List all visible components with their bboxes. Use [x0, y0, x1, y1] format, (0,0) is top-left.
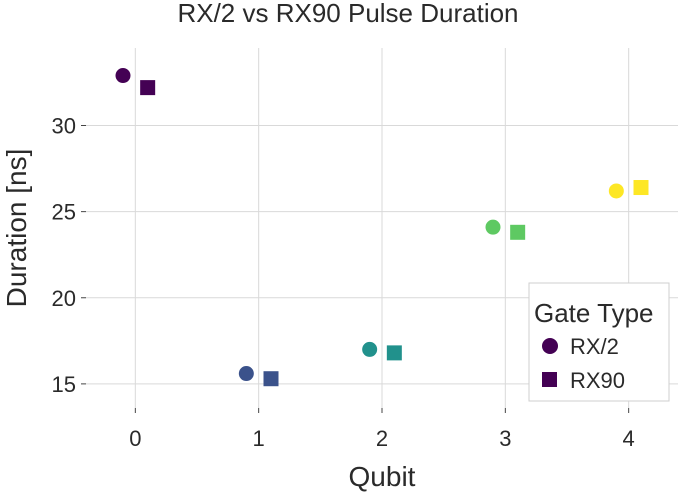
- legend-marker-square: [542, 372, 557, 387]
- rx90-point: [386, 345, 402, 361]
- rx90-point: [633, 180, 649, 196]
- chart-title: RX/2 vs RX90 Pulse Duration: [177, 0, 518, 28]
- rx2-point: [238, 366, 254, 382]
- gridlines: [86, 48, 678, 408]
- y-tick-label: 25: [52, 200, 76, 225]
- rx90-point: [263, 371, 279, 387]
- legend-marker-circle: [542, 338, 558, 354]
- legend-label-rx2: RX/2: [570, 334, 619, 359]
- x-tick-label: 2: [376, 426, 388, 451]
- rx90-point: [140, 80, 156, 96]
- rx2-point: [362, 341, 378, 357]
- x-axis-title: Qubit: [349, 461, 416, 492]
- rx2-point: [485, 219, 501, 235]
- x-tick-label: 0: [129, 426, 141, 451]
- x-tick-label: 3: [499, 426, 511, 451]
- x-tick-label: 1: [253, 426, 265, 451]
- rx2-point: [115, 68, 131, 84]
- axis-ticks: 0 1 2 3 4 15 20 25 30: [52, 114, 635, 451]
- y-tick-label: 30: [52, 114, 76, 139]
- y-tick-label: 20: [52, 286, 76, 311]
- data-points: [115, 68, 649, 387]
- legend-label-rx90: RX90: [570, 368, 625, 393]
- y-tick-label: 15: [52, 372, 76, 397]
- rx90-point: [510, 224, 526, 240]
- legend-title: Gate Type: [534, 298, 654, 328]
- x-tick-label: 4: [623, 426, 635, 451]
- y-axis-title: Duration [ns]: [1, 149, 32, 308]
- legend: Gate Type RX/2 RX90: [528, 282, 670, 402]
- rx2-point: [608, 183, 624, 199]
